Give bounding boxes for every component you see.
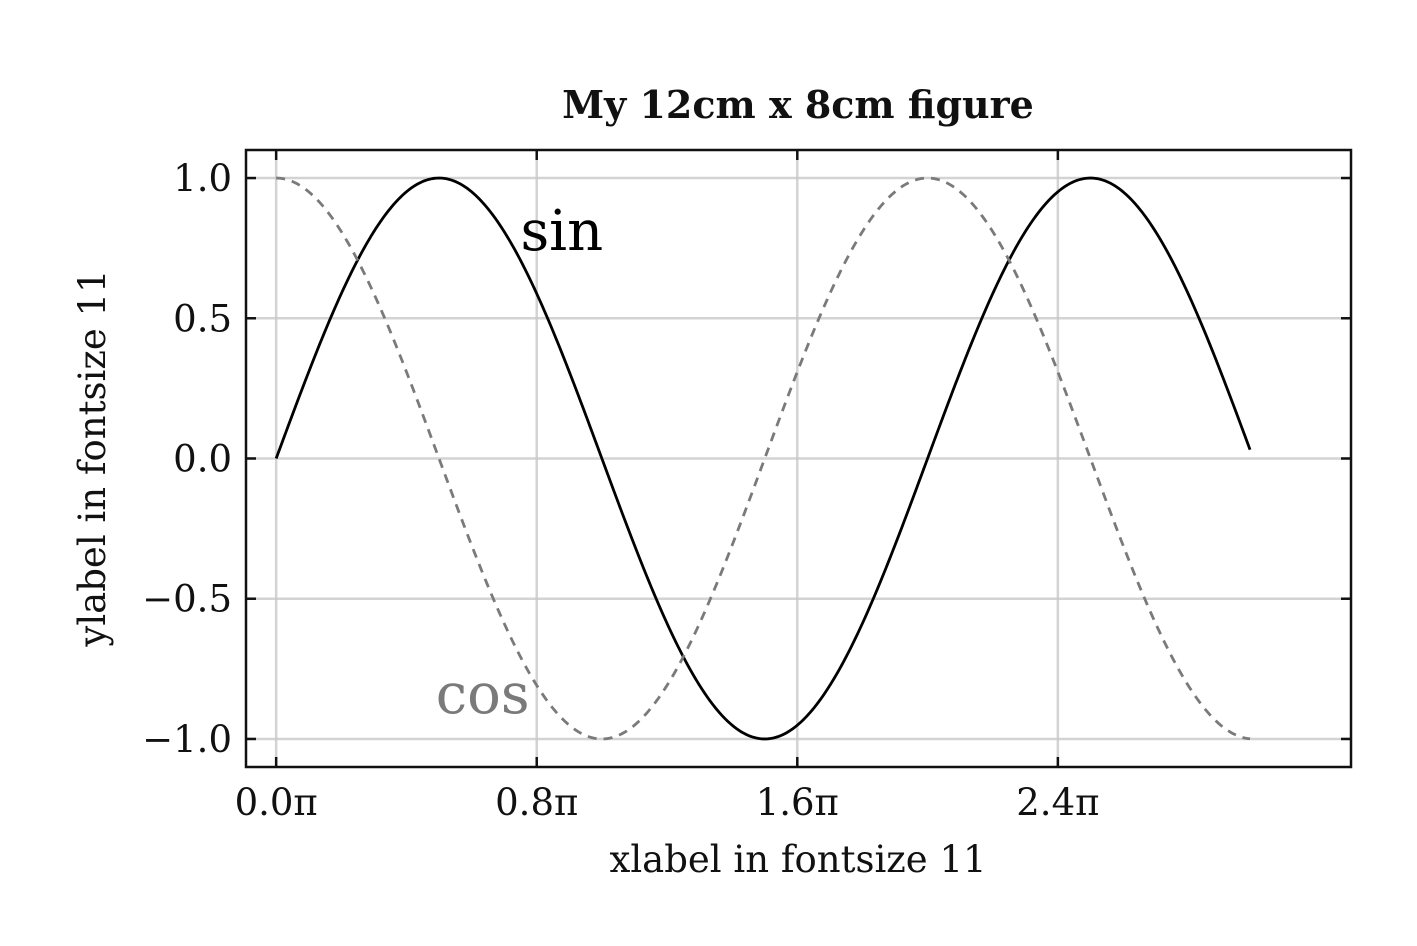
y-tick-label: 1.0: [173, 157, 232, 200]
tick-layer: 0.0π 0.8π 1.6π 2.4π 1.0 0.5 0.0 −0.5 −1.0: [142, 150, 1351, 824]
annotation-cos: cos: [436, 662, 530, 727]
x-tick-label: 0.0π: [235, 781, 318, 824]
annotation-layer: sin cos: [436, 199, 603, 727]
x-tick-label: 1.6π: [756, 781, 839, 824]
series-layer: [274, 176, 1252, 741]
x-axis-label: xlabel in fontsize 11: [609, 838, 986, 881]
grid-layer: [246, 150, 1351, 767]
series-line-cos: [276, 176, 1251, 741]
x-tick-label: 2.4π: [1016, 781, 1099, 824]
y-axis-label: ylabel in fontsize 11: [71, 269, 114, 647]
annotation-sin: sin: [520, 199, 603, 264]
series-line-sin: [274, 176, 1252, 741]
chart-title: My 12cm x 8cm figure: [562, 82, 1034, 127]
y-tick-label: 0.5: [173, 297, 232, 340]
y-tick-label: −0.5: [142, 578, 232, 621]
x-tick-label: 0.8π: [495, 781, 578, 824]
y-tick-label: 0.0: [173, 438, 232, 481]
y-tick-label: −1.0: [142, 718, 232, 761]
